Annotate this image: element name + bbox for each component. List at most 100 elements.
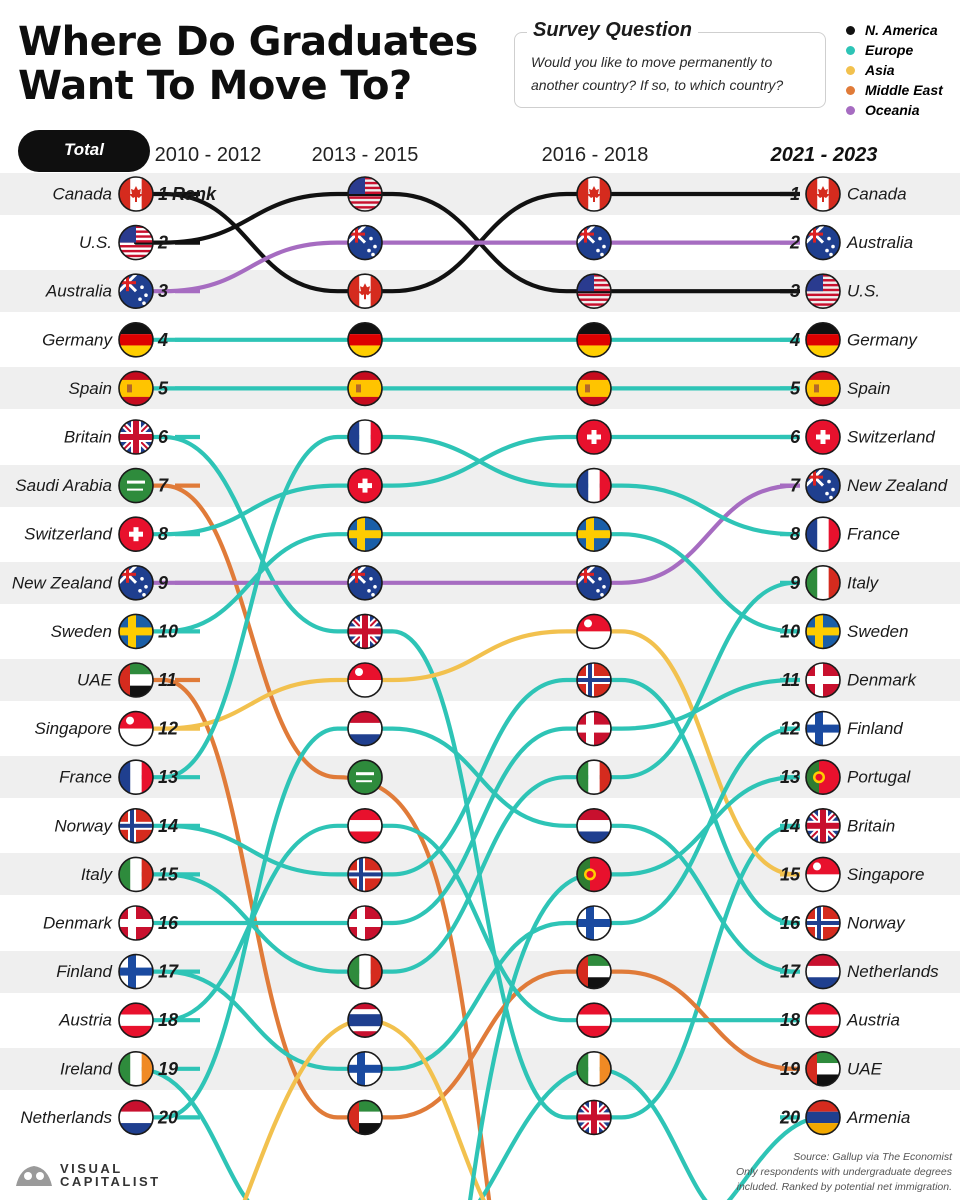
rank-number-left: 18 — [158, 1010, 178, 1030]
country-label-left-uae: UAE — [77, 671, 113, 690]
country-label-right-austria: Austria — [846, 1011, 900, 1030]
country-label-left-norway: Norway — [54, 816, 113, 835]
flag-new-zealand — [347, 564, 383, 601]
rank-number-left: 11 — [158, 670, 177, 690]
rank-number-right: 20 — [779, 1107, 800, 1127]
rank-number-left: 20 — [157, 1107, 178, 1127]
rank-number-left: 6 — [158, 427, 169, 447]
period-label-2010: 2010 - 2012 — [154, 144, 262, 166]
flag-germany — [576, 321, 612, 358]
series-line-australia — [133, 240, 798, 294]
rank-number-left: 14 — [158, 816, 178, 836]
series-lines — [133, 191, 826, 1200]
country-label-left-spain: Spain — [69, 379, 112, 398]
flag-singapore — [118, 710, 154, 747]
rank-labels: Canada 1 Canada 1 U.S. 2 U.S. 3 Australia 3 Austra… — [12, 184, 948, 1127]
legend-label: Europe — [865, 42, 914, 58]
survey-text: Would you like to move permanently to an… — [531, 54, 784, 93]
period-label-2021: 2021 - 2023 — [770, 144, 878, 166]
legend-dot — [846, 85, 855, 95]
flag-norway — [118, 807, 154, 844]
series-line-ireland — [133, 1066, 708, 1200]
legend: N. America Europe Asia Middle East Ocean… — [846, 20, 943, 120]
legend-label: Asia — [865, 62, 895, 78]
rank-number-right: 18 — [780, 1010, 800, 1030]
flag-denmark — [118, 905, 154, 941]
flag-spain — [805, 370, 841, 407]
country-label-left-finland: Finland — [56, 962, 112, 981]
country-label-right-new-zealand: New Zealand — [847, 476, 948, 495]
rank-number-left: 10 — [158, 621, 178, 641]
rank-number-left: 19 — [158, 1059, 178, 1079]
legend-item-middle-east: Middle East — [846, 80, 943, 100]
country-label-right-netherlands: Netherlands — [847, 962, 939, 981]
flag-singapore — [576, 613, 612, 650]
flag-spain — [576, 370, 612, 407]
flag-austria — [347, 807, 383, 844]
country-label-left-denmark: Denmark — [43, 914, 113, 933]
page-title: Where Do Graduates Want To Move To? — [18, 19, 478, 109]
flag-uae — [576, 953, 612, 990]
flag-markers — [118, 176, 841, 1136]
flag-britain — [805, 807, 841, 844]
country-label-right-uae: UAE — [847, 1059, 883, 1078]
series-line-italy — [133, 580, 798, 974]
flag-canada — [347, 273, 383, 310]
flag-australia — [576, 224, 612, 261]
flag-sweden — [347, 516, 383, 553]
flag-denmark — [347, 905, 383, 941]
flag-sweden — [576, 516, 612, 553]
flag-portugal — [576, 856, 612, 893]
flag-germany — [347, 321, 383, 358]
country-label-left-germany: Germany — [42, 330, 113, 349]
flag-netherlands — [118, 1099, 154, 1136]
flag-thailand — [347, 1002, 383, 1039]
legend-dot — [846, 45, 855, 55]
country-label-right-u-s: U.S. — [847, 282, 880, 301]
legend-label: Oceania — [865, 102, 920, 118]
flag-france — [576, 467, 612, 504]
total-pill[interactable]: Total — [18, 130, 150, 172]
country-label-right-singapore: Singapore — [847, 865, 925, 884]
rank-number-right: 17 — [780, 962, 801, 982]
flag-singapore — [347, 662, 383, 698]
legend-dot — [846, 65, 855, 75]
flag-canada — [118, 176, 154, 212]
flag-netherlands — [576, 807, 612, 844]
country-label-left-saudi-arabia: Saudi Arabia — [15, 476, 112, 495]
rank-number-right: 2 — [789, 233, 800, 253]
series-line-u-s — [133, 191, 798, 294]
flag-britain — [118, 419, 154, 455]
flag-norway — [347, 856, 383, 893]
flag-sweden — [118, 613, 154, 650]
flag-finland — [576, 905, 612, 941]
flag-portugal — [805, 759, 841, 796]
legend-label: N. America — [865, 22, 938, 38]
rank-number-right: 11 — [781, 670, 800, 690]
country-label-right-france: France — [847, 525, 900, 544]
flag-u-s — [805, 273, 841, 310]
country-label-left-netherlands: Netherlands — [20, 1108, 112, 1127]
rank-number-left: 4 — [157, 330, 168, 350]
flag-norway — [576, 662, 612, 698]
rank-number-right: 15 — [780, 864, 801, 884]
flag-britain — [576, 1099, 612, 1136]
series-line-armenia — [726, 1115, 826, 1200]
country-label-left-france: France — [59, 768, 112, 787]
survey-question-box: Survey Question Would you like to move p… — [514, 19, 826, 108]
source-line-2: Only respondents with undergraduate degr… — [736, 1166, 952, 1178]
logo-line-2: CAPITALIST — [60, 1174, 161, 1189]
logo-mark-icon — [16, 1166, 52, 1186]
country-label-left-australia: Australia — [45, 282, 112, 301]
survey-title: Survey Question — [527, 19, 698, 42]
flag-denmark — [805, 662, 841, 698]
flag-finland — [118, 953, 154, 990]
country-label-right-italy: Italy — [847, 573, 880, 592]
flag-netherlands — [805, 953, 841, 990]
legend-item-asia: Asia — [846, 60, 943, 80]
rank-number-right: 19 — [780, 1059, 800, 1079]
legend-item-oceania: Oceania — [846, 100, 943, 120]
country-label-right-canada: Canada — [847, 185, 907, 204]
flag-austria — [576, 1002, 612, 1039]
series-line-saudi-arabia — [133, 483, 492, 1200]
